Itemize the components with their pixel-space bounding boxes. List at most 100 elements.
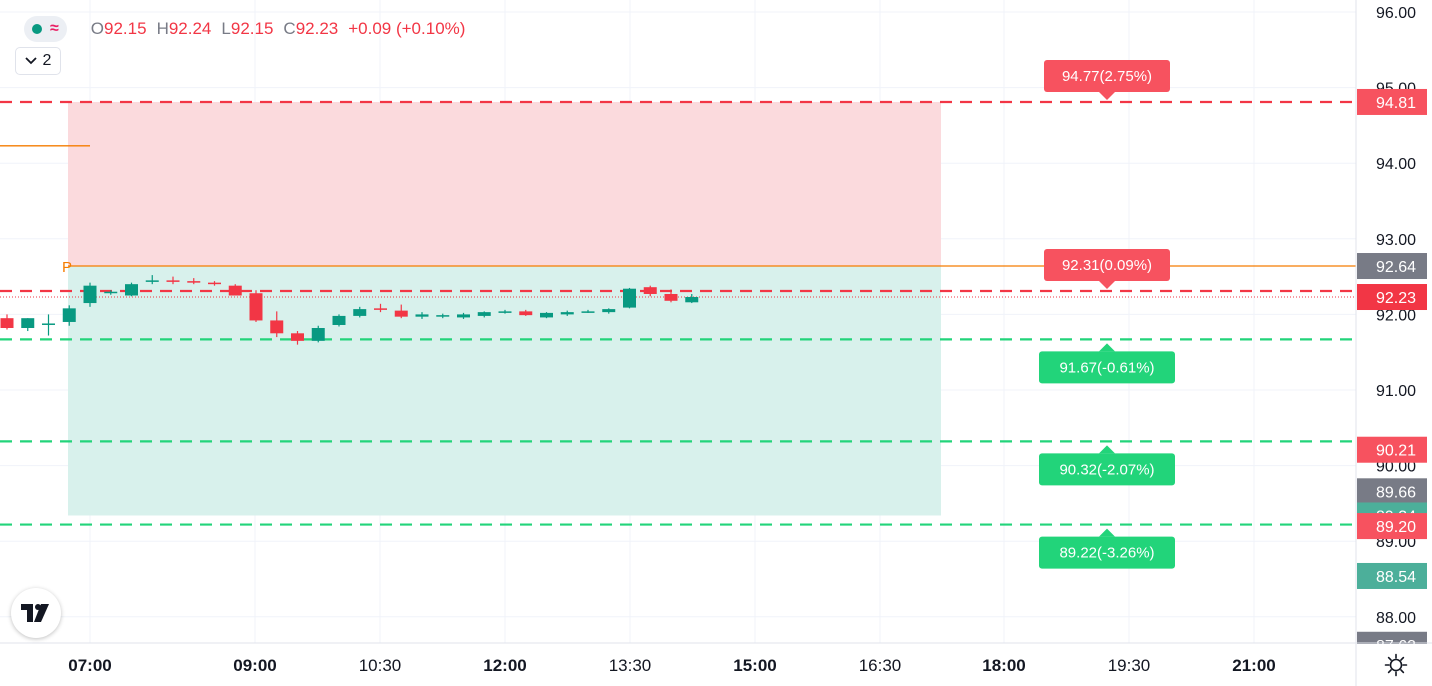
symbol-status-pill[interactable]: ≈ (24, 16, 67, 42)
candle-body (291, 333, 304, 341)
price-badge-text: 89.20 (1376, 519, 1416, 536)
candle-body (477, 312, 491, 316)
tradingview-logo-icon[interactable] (11, 588, 61, 638)
candle-body (664, 293, 678, 301)
candle-body (83, 285, 97, 304)
price-tick-label: 90.00 (1376, 459, 1416, 476)
time-tick-label: 10:30 (359, 656, 402, 675)
level-label-box (1039, 536, 1175, 569)
price-badge-text: 88.54 (1376, 569, 1416, 586)
price-axis[interactable]: 96.0095.0094.0093.0092.0091.0090.0089.00… (1355, 0, 1427, 686)
candle-body (457, 314, 470, 318)
time-tick-label: 09:00 (233, 656, 276, 675)
open-key: O (90, 19, 105, 38)
market-open-dot-icon (32, 24, 42, 34)
time-axis-bg (0, 644, 1432, 686)
candle-body (415, 314, 429, 317)
corner-bg (1357, 644, 1432, 686)
candle-body (166, 280, 180, 282)
candle-body (602, 309, 616, 313)
close-key: C (283, 19, 296, 38)
level-labels[interactable]: 94.77(2.75%) 92.31(0.09%) 91.67(-0.61%) 90.… (1039, 59, 1175, 569)
time-tick-label: 21:00 (1232, 656, 1275, 675)
level-label-text: 89.22(-3.26%) (1059, 545, 1154, 562)
level-label-box (1039, 453, 1175, 486)
ohlc-legend: ≈ O 92.15 H 92.24 L 92.15 C 92.23 +0.09 (+0.… (24, 16, 465, 42)
price-badge: 94.81 (1357, 88, 1427, 115)
candle-body (560, 312, 574, 315)
candle-body (42, 323, 55, 325)
chevron-down-icon (24, 57, 37, 65)
level-label: 91.67(-0.61%) (1039, 343, 1175, 384)
candle-body (270, 320, 284, 334)
time-tick-label: 13:30 (609, 656, 652, 675)
high-value: 92.24 (168, 19, 212, 38)
low-key: L (221, 19, 231, 38)
price-badge: 90.21 (1357, 436, 1427, 463)
price-badge-text: 89.66 (1376, 484, 1416, 501)
level-label-box (1039, 351, 1175, 384)
price-badge: 92.64 (1357, 253, 1427, 280)
candle-body (519, 311, 533, 316)
candle-body (311, 328, 325, 341)
time-tick-label: 16:30 (859, 656, 902, 675)
price-badge-text: 90.21 (1376, 443, 1416, 460)
level-label-text: 92.31(0.09%) (1062, 257, 1152, 274)
settings-gear-icon[interactable] (1382, 651, 1410, 679)
candle-body (540, 312, 553, 318)
indicators-collapse-button[interactable]: 2 (15, 47, 61, 75)
price-badge-box (1357, 513, 1427, 540)
price-badge-box (1357, 253, 1427, 280)
time-tick-label: 19:30 (1108, 656, 1151, 675)
candle-body (249, 293, 263, 321)
profit-zone (68, 101, 941, 267)
price-badge-text: 92.23 (1376, 290, 1416, 307)
candle-body (228, 285, 242, 296)
candle-body (125, 284, 138, 296)
candle-body (104, 291, 118, 294)
candle-body (0, 318, 14, 329)
time-axis[interactable]: 07:00 09:00 10:30 12:00 13:30 15:00 16:30 18:00… (0, 642, 1432, 686)
time-tick-label: 18:00 (982, 656, 1025, 675)
candle-body (332, 315, 346, 325)
pivot-label: P (62, 259, 72, 276)
level-label: 92.31(0.09%) (1044, 248, 1170, 289)
candle-body (21, 318, 35, 329)
price-badge-box (1357, 88, 1427, 115)
price-badge-box (1357, 478, 1427, 505)
level-label-pointer (1099, 280, 1115, 289)
price-tick-label: 88.00 (1376, 610, 1416, 627)
price-lines: P (0, 100, 1356, 526)
low-value: 92.15 (230, 19, 274, 38)
candles (0, 275, 699, 345)
candle-body (623, 288, 636, 308)
candle-body (394, 310, 408, 317)
level-label-pointer (1099, 343, 1115, 352)
level-label-box (1044, 59, 1170, 92)
level-label: 90.32(-2.07%) (1039, 445, 1175, 486)
change-value: +0.09 (+0.10%) (348, 19, 466, 38)
level-label-pointer (1099, 445, 1115, 454)
indicator-count: 2 (42, 52, 52, 69)
price-tick-label: 96.00 (1376, 5, 1416, 22)
price-badge: 89.66 (1357, 478, 1427, 505)
price-badge: 89.20 (1357, 513, 1427, 540)
level-label-pointer (1099, 528, 1115, 537)
time-tick-label: 12:00 (483, 656, 526, 675)
candle-body (145, 280, 159, 282)
candle-body (581, 311, 595, 313)
candle-body (685, 297, 699, 303)
price-tick-label: 94.00 (1376, 156, 1416, 173)
price-badge-box (1357, 284, 1427, 311)
level-label-box (1044, 248, 1170, 281)
price-badge: 88.54 (1357, 562, 1427, 589)
candle-body (374, 308, 387, 310)
loss-zone (68, 266, 941, 516)
time-tick-label: 15:00 (733, 656, 776, 675)
close-value: 92.23 (295, 19, 339, 38)
level-label-text: 94.77(2.75%) (1062, 68, 1152, 85)
price-badge-text: 92.64 (1376, 259, 1416, 276)
level-label-text: 91.67(-0.61%) (1059, 359, 1154, 376)
time-tick-label: 07:00 (68, 656, 111, 675)
